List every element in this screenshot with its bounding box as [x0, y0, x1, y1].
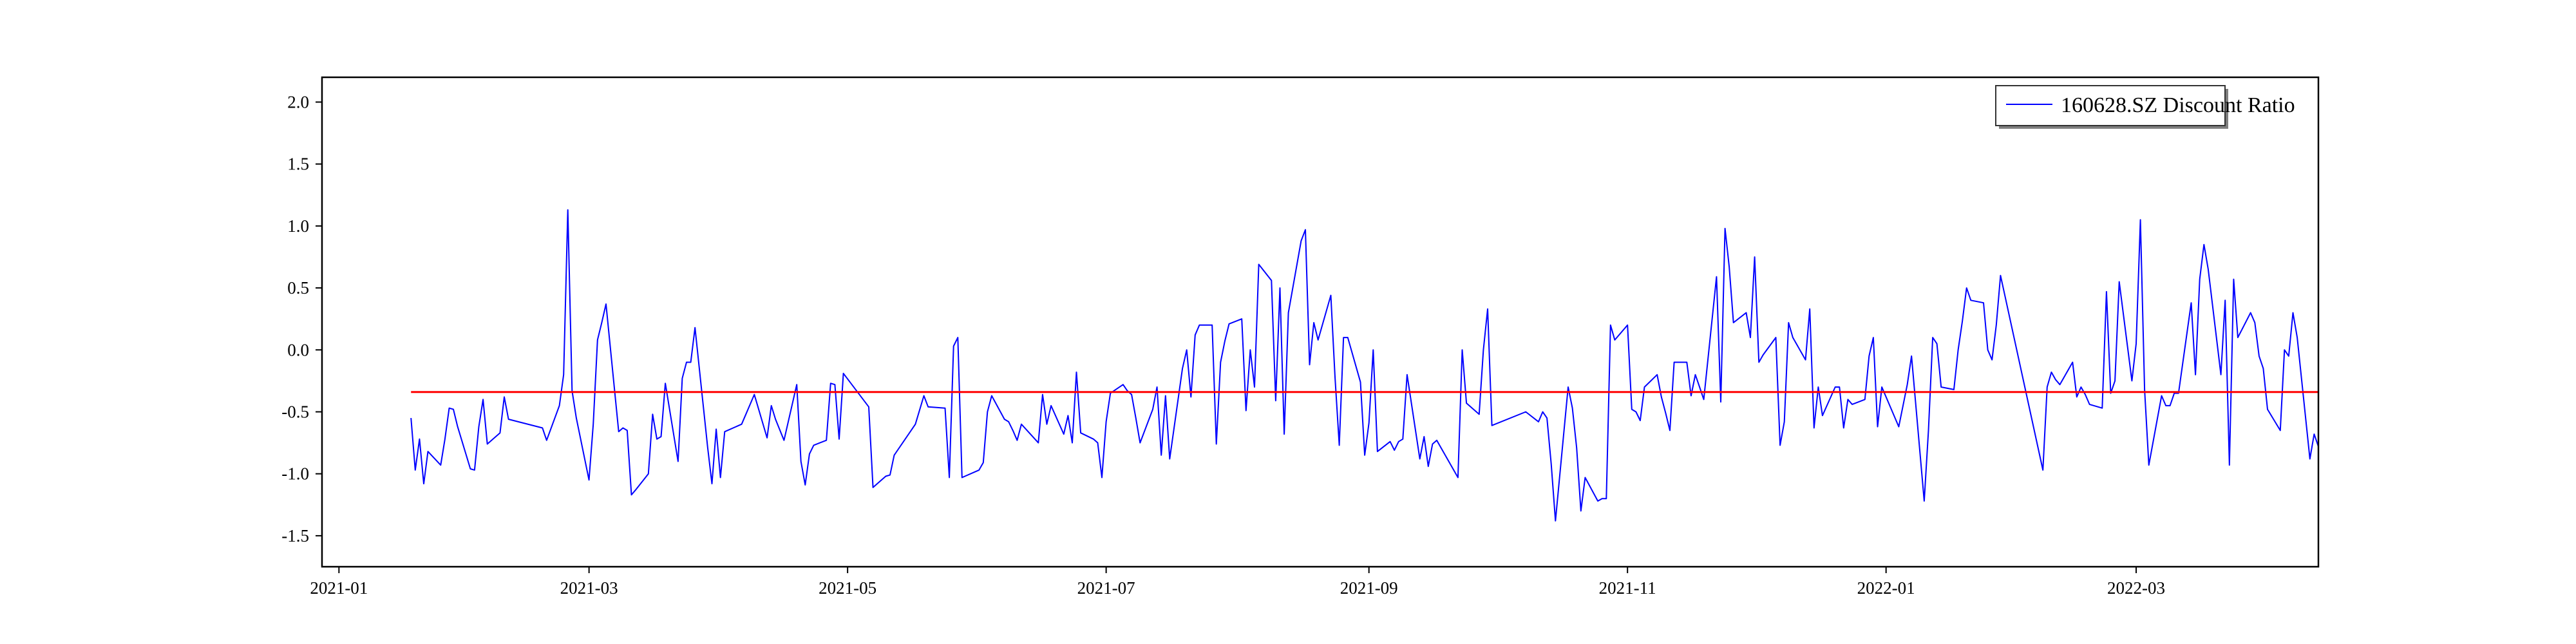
y-tick-label: -0.5 [281, 402, 309, 421]
legend-box [1995, 85, 2226, 126]
plot-area [410, 209, 2319, 522]
x-tick-label: 2021-05 [819, 578, 876, 598]
y-tick-label: -1.5 [281, 526, 309, 545]
axes-frame [321, 76, 2320, 568]
x-tick-label: 2021-11 [1599, 578, 1656, 598]
x-tick-label: 2021-01 [310, 578, 368, 598]
series-line-0 [410, 209, 2319, 522]
x-tick-label: 2022-03 [2107, 578, 2165, 598]
legend: 160628.SZ Discount Ratio [1995, 85, 2295, 129]
y-tick-label: -1.0 [281, 464, 309, 484]
y-tick-label: 2.0 [287, 92, 309, 111]
legend-label: 160628.SZ Discount Ratio [2061, 93, 2295, 117]
y-tick-label: 1.0 [287, 216, 309, 236]
axes: -1.5 -1.0 -0.5 0.0 0.5 1.0 1.5 2.0 2021-01 2021-0… [281, 76, 2320, 598]
y-tick-label: 0.0 [287, 340, 309, 359]
x-tick-label: 2022-01 [1857, 578, 1915, 598]
y-tick-label: 0.5 [287, 278, 309, 298]
y-tick-label: 1.5 [287, 155, 309, 174]
x-tick-label: 2021-07 [1077, 578, 1135, 598]
x-tick-label: 2021-09 [1340, 578, 1398, 598]
x-tick-label: 2021-03 [560, 578, 618, 598]
